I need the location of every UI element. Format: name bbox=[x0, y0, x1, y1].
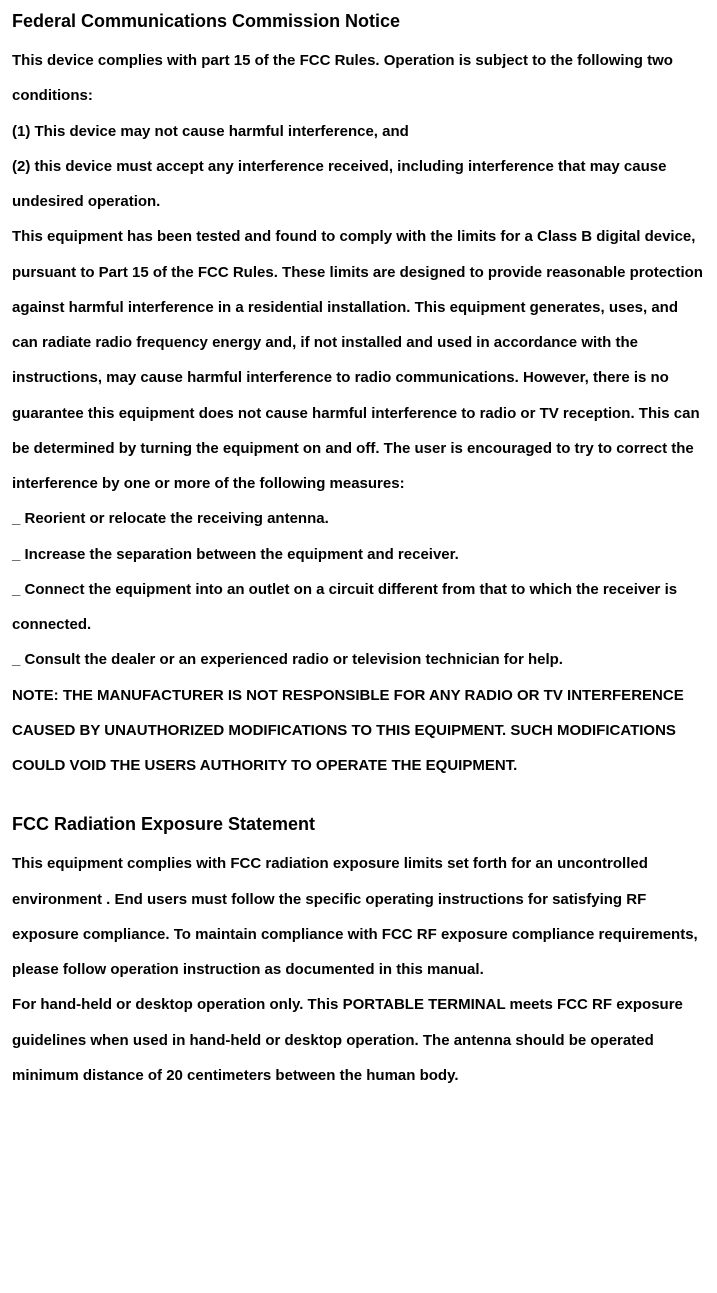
bullet-consult: _ Consult the dealer or an experienced r… bbox=[12, 642, 705, 677]
bullet-separation: _ Increase the separation between the eq… bbox=[12, 537, 705, 572]
section-spacer bbox=[12, 783, 705, 811]
radiation-paragraph-2: For hand-held or desktop operation only.… bbox=[12, 987, 705, 1093]
radiation-paragraph-1: This equipment complies with FCC radiati… bbox=[12, 846, 705, 987]
bullet-reorient: _ Reorient or relocate the receiving ant… bbox=[12, 501, 705, 536]
compliance-paragraph: This equipment has been tested and found… bbox=[12, 219, 705, 501]
manufacturer-note: NOTE: THE MANUFACTURER IS NOT RESPONSIBL… bbox=[12, 678, 705, 784]
section-2-heading: FCC Radiation Exposure Statement bbox=[12, 811, 705, 838]
section-1-intro: This device complies with part 15 of the… bbox=[12, 43, 705, 114]
condition-2: (2) this device must accept any interfer… bbox=[12, 149, 705, 220]
section-1-heading: Federal Communications Commission Notice bbox=[12, 8, 705, 35]
bullet-outlet: _ Connect the equipment into an outlet o… bbox=[12, 572, 705, 643]
condition-1: (1) This device may not cause harmful in… bbox=[12, 114, 705, 149]
